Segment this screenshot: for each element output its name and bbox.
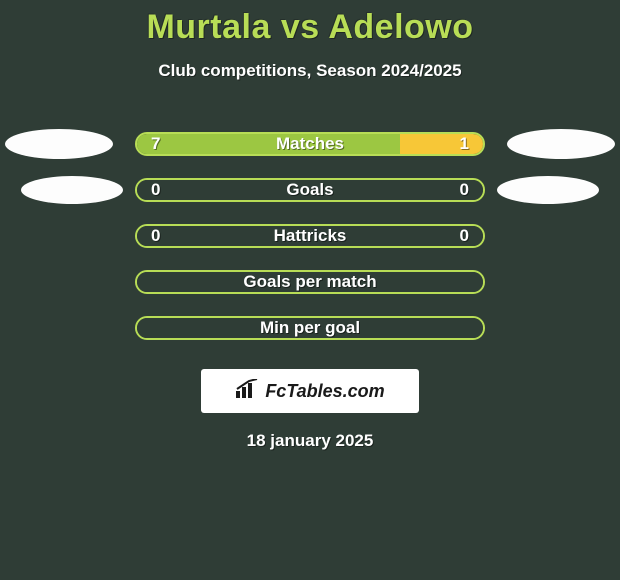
player-ellipse-right <box>497 176 599 204</box>
stat-value-left: 0 <box>137 226 174 246</box>
stat-seg-right <box>310 272 483 292</box>
stat-value-left: 7 <box>137 134 174 154</box>
stat-seg-right <box>310 318 483 338</box>
title-player1: Murtala <box>146 8 270 46</box>
stat-row: Goals per match <box>0 259 620 305</box>
stat-bar: 71Matches <box>135 132 485 156</box>
stat-seg-right: 0 <box>310 180 483 200</box>
stat-seg-left <box>137 318 310 338</box>
stat-seg-left: 0 <box>137 226 310 246</box>
title-vs: vs <box>281 8 320 46</box>
stat-seg-left: 7 <box>137 134 400 154</box>
brand-badge: FcTables.com <box>201 369 419 413</box>
brand-chart-icon <box>235 379 259 404</box>
stat-bar: 00Goals <box>135 178 485 202</box>
date-label: 18 january 2025 <box>0 431 620 451</box>
stat-seg-left <box>137 272 310 292</box>
player-ellipse-left <box>21 176 123 204</box>
subtitle: Club competitions, Season 2024/2025 <box>0 61 620 81</box>
stat-value-right: 0 <box>446 180 483 200</box>
stage: Murtala vs Adelowo Club competitions, Se… <box>0 0 620 580</box>
stat-row: Min per goal <box>0 305 620 351</box>
brand-text: FcTables.com <box>265 381 384 402</box>
stat-seg-right: 1 <box>400 134 483 154</box>
stat-row: 00Hattricks <box>0 213 620 259</box>
stat-bar: Min per goal <box>135 316 485 340</box>
player-ellipse-right <box>507 129 615 159</box>
stat-bar: Goals per match <box>135 270 485 294</box>
stat-row: 71Matches <box>0 121 620 167</box>
stat-seg-right: 0 <box>310 226 483 246</box>
page-title: Murtala vs Adelowo <box>0 0 620 47</box>
player-ellipse-left <box>5 129 113 159</box>
stat-value-right: 0 <box>446 226 483 246</box>
title-player2: Adelowo <box>328 8 473 46</box>
stat-row: 00Goals <box>0 167 620 213</box>
stat-seg-left: 0 <box>137 180 310 200</box>
stat-value-right: 1 <box>446 134 483 154</box>
stat-bar: 00Hattricks <box>135 224 485 248</box>
stat-value-left: 0 <box>137 180 174 200</box>
compare-block: 71Matches00Goals00HattricksGoals per mat… <box>0 121 620 351</box>
